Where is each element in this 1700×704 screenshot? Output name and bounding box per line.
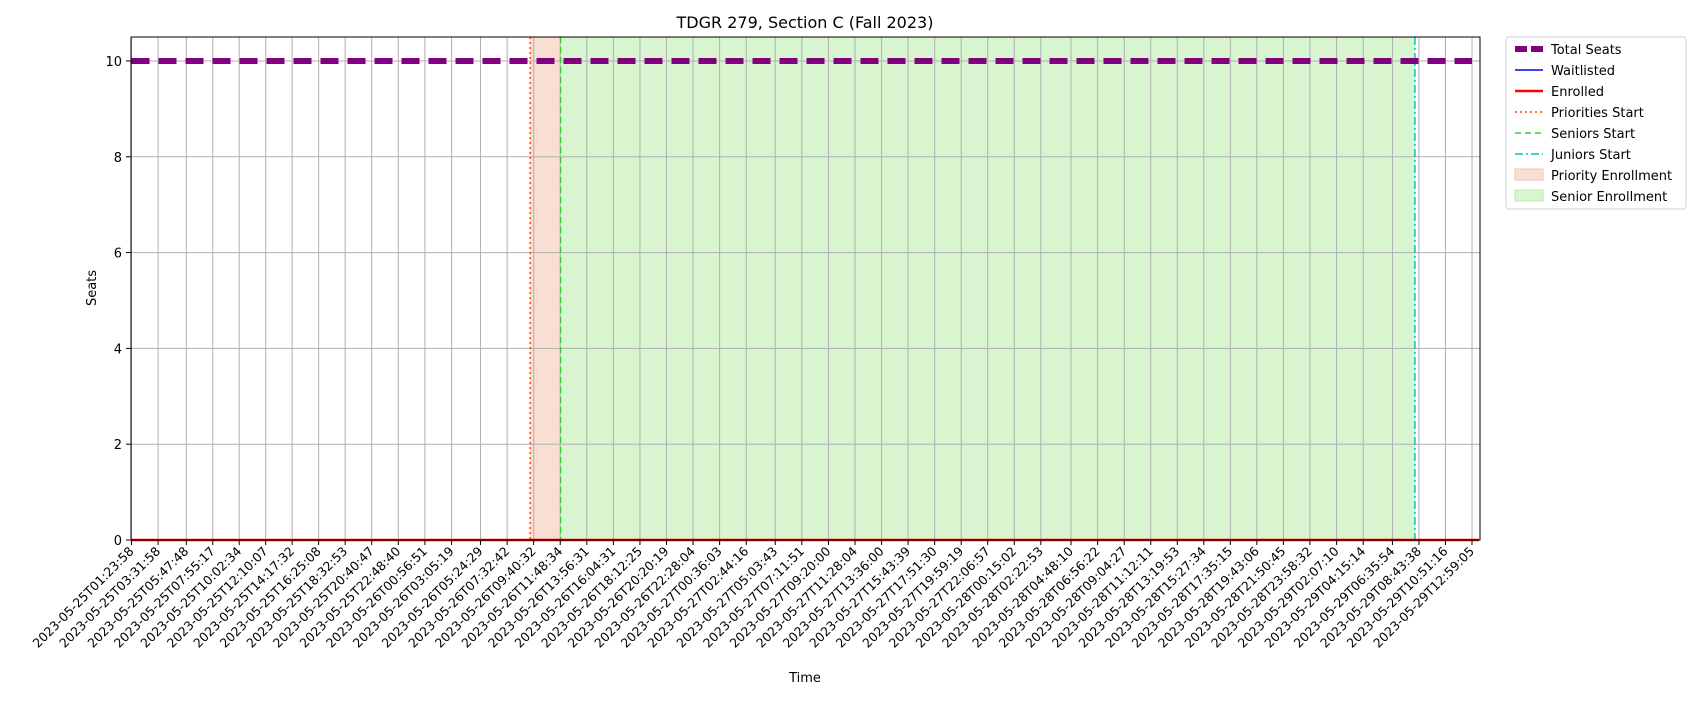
y-tick-label-4: 8: [114, 151, 122, 166]
legend-item-6: Priority Enrollment: [1514, 168, 1672, 184]
legend-label-3: Priorities Start: [1551, 106, 1644, 121]
legend-label-4: Seniors Start: [1551, 127, 1635, 142]
legend-label-2: Enrolled: [1551, 85, 1604, 100]
y-tick-label-0: 0: [114, 534, 122, 549]
legend-swatch-6: [1514, 168, 1544, 181]
y-axis-ticks: 0 2 4 6 8 10: [105, 55, 131, 549]
legend-item-2: Enrolled: [1515, 85, 1604, 100]
shaded-region-0: [530, 37, 561, 540]
chart-title: TDGR 279, Section C (Fall 2023): [676, 13, 934, 32]
y-tick-label-3: 6: [114, 247, 122, 262]
legend: Total Seats Waitlisted Enrolled Priorities …: [1505, 36, 1687, 210]
y-tick-label-1: 2: [114, 438, 122, 453]
legend-label-7: Senior Enrollment: [1551, 190, 1667, 205]
legend-item-5: Juniors Start: [1515, 148, 1631, 163]
legend-label-0: Total Seats: [1550, 43, 1622, 58]
grid-lines: [131, 37, 1480, 541]
y-tick-label-5: 10: [105, 55, 122, 70]
x-axis-label: Time: [788, 671, 821, 686]
event-lines: [529, 37, 1416, 540]
legend-label-6: Priority Enrollment: [1551, 169, 1672, 184]
legend-label-5: Juniors Start: [1550, 148, 1631, 163]
legend-item-7: Senior Enrollment: [1514, 189, 1667, 205]
legend-item-1: Waitlisted: [1515, 64, 1615, 79]
y-axis-label: Seats: [85, 270, 100, 306]
plot-frame: [130, 36, 1481, 541]
legend-item-3: Priorities Start: [1515, 106, 1644, 121]
shaded-regions: [530, 37, 1415, 540]
legend-swatch-7: [1514, 189, 1544, 202]
legend-frame: [1505, 36, 1687, 210]
y-tick-label-2: 4: [114, 342, 122, 357]
legend-item-0: Total Seats: [1515, 43, 1622, 58]
x-axis-ticks: 2023-05-25T01:23:582023-05-25T03:31:5820…: [30, 540, 1477, 651]
legend-item-4: Seniors Start: [1515, 127, 1635, 142]
legend-label-1: Waitlisted: [1551, 64, 1615, 79]
